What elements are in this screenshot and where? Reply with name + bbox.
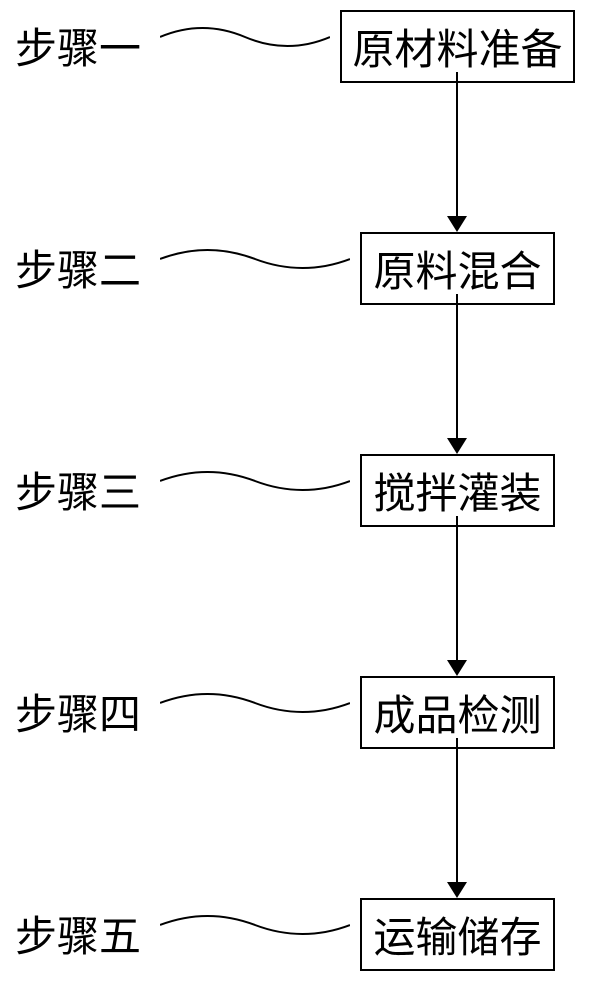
step-label-3: 步骤三 (15, 459, 141, 520)
step-label-2: 步骤二 (15, 237, 141, 298)
wavy-connector-3 (160, 458, 350, 504)
step-label-1: 步骤一 (15, 15, 141, 76)
step-label-4: 步骤四 (15, 681, 141, 742)
arrow-1 (442, 72, 472, 232)
arrow-3 (442, 516, 472, 676)
wavy-connector-4 (160, 680, 350, 726)
step-box-5: 运输储存 (360, 898, 555, 971)
arrow-2 (442, 294, 472, 454)
wavy-connector-5 (160, 902, 350, 948)
step-label-5: 步骤五 (15, 903, 141, 964)
wavy-connector-1 (160, 14, 330, 60)
arrow-4 (442, 738, 472, 898)
wavy-connector-2 (160, 236, 350, 282)
